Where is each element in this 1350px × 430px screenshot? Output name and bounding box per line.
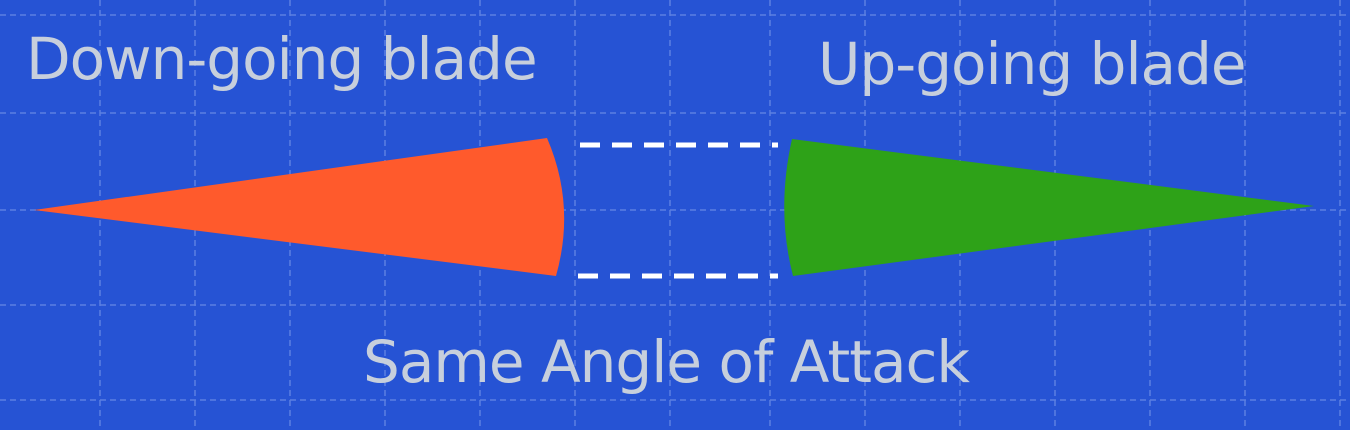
up-going-blade-shape: [784, 139, 1314, 276]
angle-of-attack-caption: Same Angle of Attack: [363, 328, 970, 396]
up-going-blade-label: Up-going blade: [818, 30, 1247, 98]
down-going-blade-shape: [34, 138, 565, 276]
down-going-blade-label: Down-going blade: [26, 25, 538, 93]
